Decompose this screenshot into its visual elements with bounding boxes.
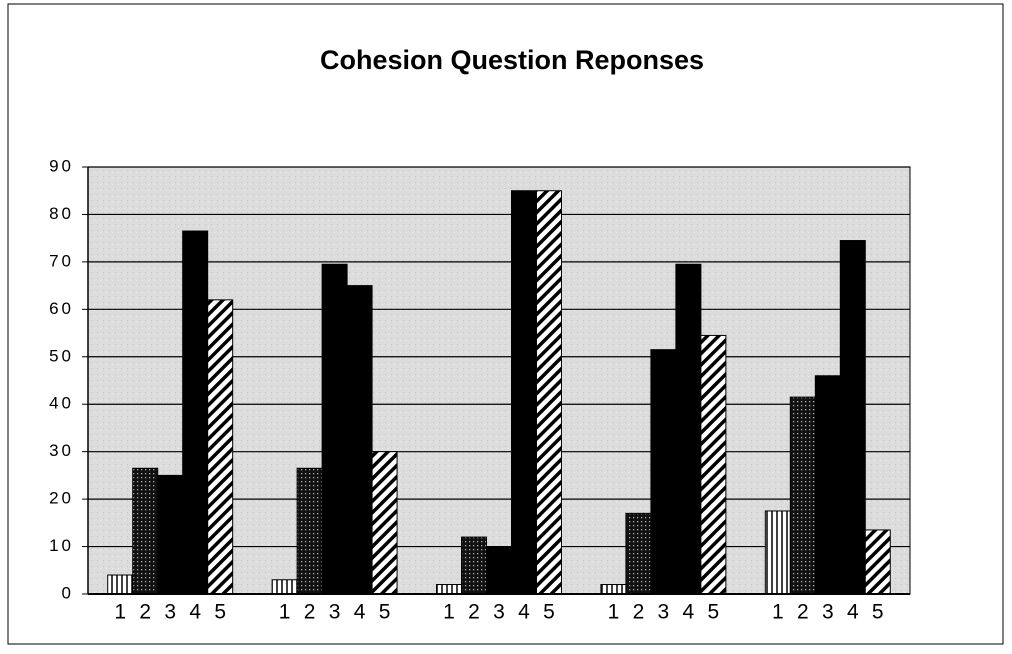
y-tick-label: 90 (49, 156, 74, 175)
bar (650, 349, 677, 595)
x-tick-label: 2 (633, 601, 645, 624)
y-tick-label: 30 (49, 441, 74, 460)
bar (182, 230, 209, 595)
x-tick-label: 1 (279, 601, 291, 624)
x-tick-label: 5 (379, 601, 391, 624)
y-tick-label: 80 (49, 204, 74, 223)
x-tick-label: 2 (304, 601, 316, 624)
bar (436, 584, 463, 595)
bar (296, 467, 323, 595)
y-tick-label: 20 (49, 489, 74, 508)
x-tick-label: 1 (608, 601, 620, 624)
bar (107, 574, 134, 595)
x-tick-label: 1 (772, 601, 784, 624)
bar (839, 240, 866, 595)
x-tick-label: 5 (708, 601, 720, 624)
bar (600, 584, 627, 595)
x-tick-label: 5 (543, 601, 555, 624)
y-tick-label: 10 (49, 536, 74, 555)
bar (814, 375, 841, 595)
x-tick-label: 4 (683, 601, 695, 624)
y-tick-label: 50 (49, 346, 74, 365)
x-tick-label: 2 (468, 601, 480, 624)
bar (371, 451, 398, 595)
y-tick-label: 40 (49, 394, 74, 413)
x-tick-label: 1 (114, 601, 126, 624)
bar (157, 474, 184, 595)
bar (321, 263, 348, 595)
x-tick-label: 3 (493, 601, 505, 624)
chart-title: Cohesion Question Reponses (320, 45, 704, 75)
bar (675, 263, 702, 595)
x-tick-label: 5 (872, 601, 884, 624)
bar (700, 334, 727, 595)
x-tick-label: 2 (139, 601, 151, 624)
bar (132, 467, 159, 595)
bar (461, 536, 488, 595)
bar (207, 299, 234, 595)
bar (346, 285, 373, 595)
x-tick-label: 2 (797, 601, 809, 624)
x-tick-label: 1 (443, 601, 455, 624)
x-tick-label: 4 (847, 601, 859, 624)
bar (764, 510, 791, 595)
x-tick-label: 3 (329, 601, 341, 624)
x-tick-label: 4 (189, 601, 201, 624)
bar (864, 529, 891, 595)
bar (271, 579, 298, 595)
x-tick-label: 3 (822, 601, 834, 624)
bar (510, 190, 537, 595)
bar (535, 190, 562, 595)
x-tick-label: 4 (354, 601, 366, 624)
y-tick-label: 70 (49, 251, 74, 270)
bar (789, 396, 816, 595)
x-tick-label: 4 (518, 601, 530, 624)
bar (486, 546, 512, 595)
x-tick-label: 3 (658, 601, 670, 624)
x-tick-label: 3 (164, 601, 176, 624)
x-tick-label: 5 (214, 601, 226, 624)
y-tick-label: 0 (62, 583, 74, 602)
y-tick-label: 60 (49, 299, 74, 318)
bar (625, 512, 652, 595)
